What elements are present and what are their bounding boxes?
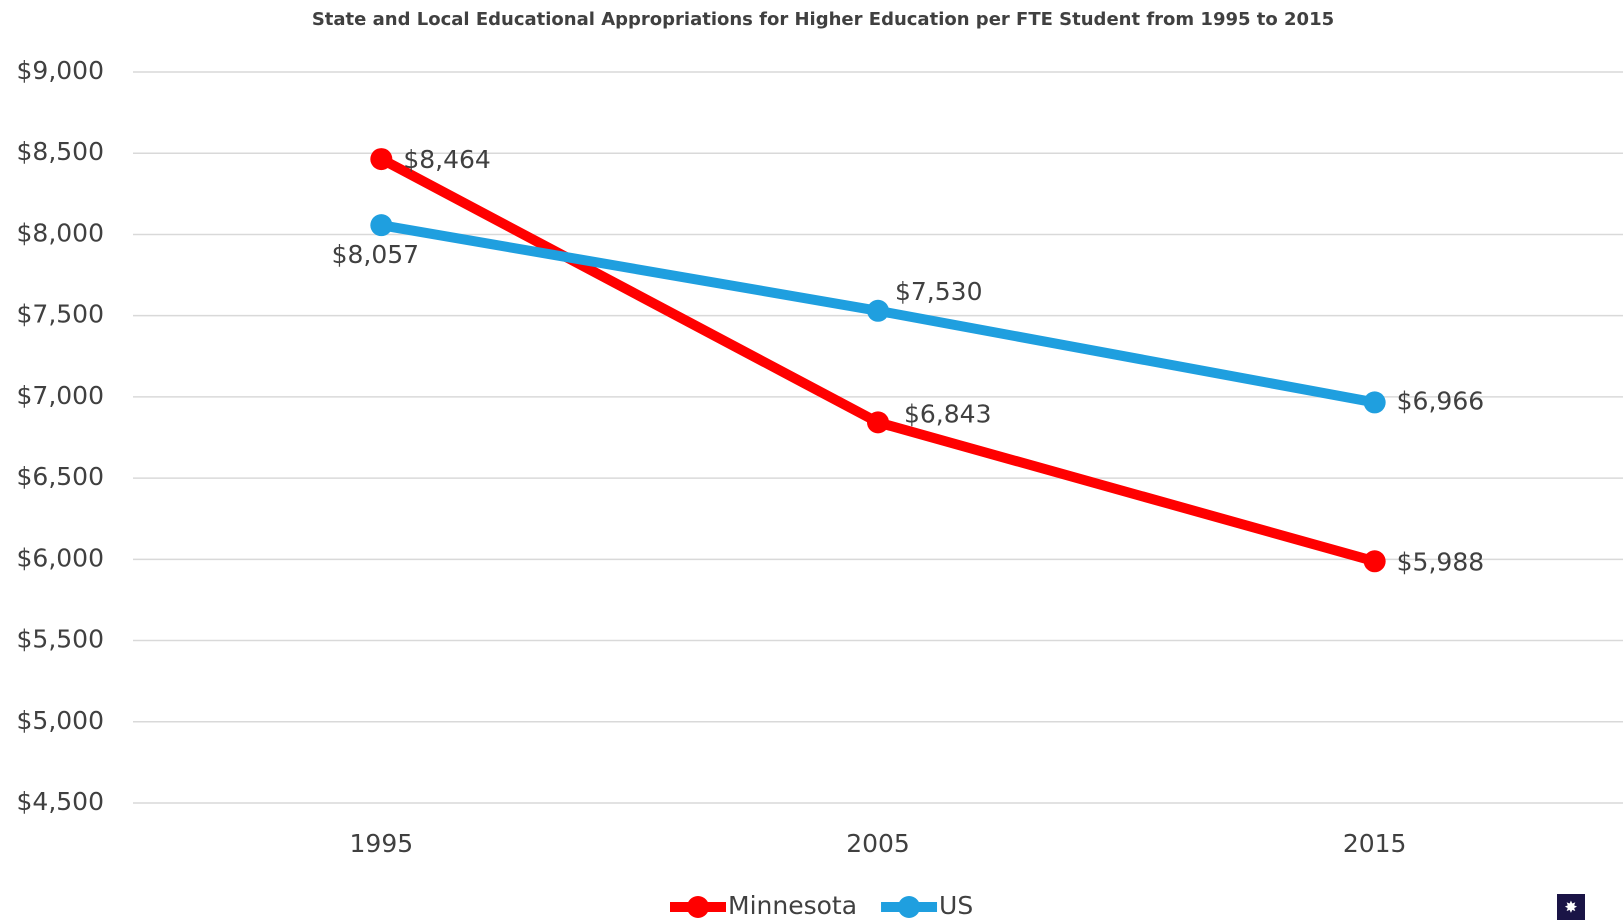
legend-label: US [939, 891, 973, 920]
data-label: $5,988 [1397, 547, 1484, 576]
y-tick-label: $5,500 [17, 625, 104, 654]
data-label: $6,966 [1397, 386, 1484, 415]
x-tick-label: 2015 [1343, 829, 1407, 858]
y-tick-label: $6,500 [17, 462, 104, 491]
y-tick-label: $7,500 [17, 300, 104, 329]
x-tick-label: 2005 [846, 829, 910, 858]
y-tick-label: $9,000 [17, 56, 104, 85]
data-label: $6,843 [904, 399, 991, 428]
data-label: $8,464 [403, 145, 490, 174]
data-point [1363, 391, 1386, 414]
legend-swatch-marker [898, 896, 921, 918]
logo [1557, 894, 1585, 920]
legend-label: Minnesota [728, 891, 857, 920]
chart-title: State and Local Educational Appropriatio… [312, 9, 1334, 30]
data-label: $8,057 [332, 240, 419, 269]
data-point [867, 299, 889, 322]
y-tick-label: $8,500 [17, 137, 104, 166]
data-point [370, 148, 393, 171]
y-tick-label: $6,000 [17, 543, 104, 572]
data-point [1363, 550, 1386, 573]
y-tick-label: $4,500 [17, 787, 104, 816]
logo-star: ✸ [1564, 898, 1577, 917]
x-tick-label: 1995 [350, 829, 414, 858]
data-point [370, 214, 393, 237]
y-tick-label: $7,000 [17, 381, 104, 410]
legend-swatch-marker [687, 896, 709, 918]
data-point [867, 411, 889, 434]
series-line [378, 154, 1377, 567]
y-tick-label: $8,000 [17, 218, 104, 247]
y-tick-label: $5,000 [17, 706, 104, 735]
data-label: $7,530 [895, 277, 982, 306]
